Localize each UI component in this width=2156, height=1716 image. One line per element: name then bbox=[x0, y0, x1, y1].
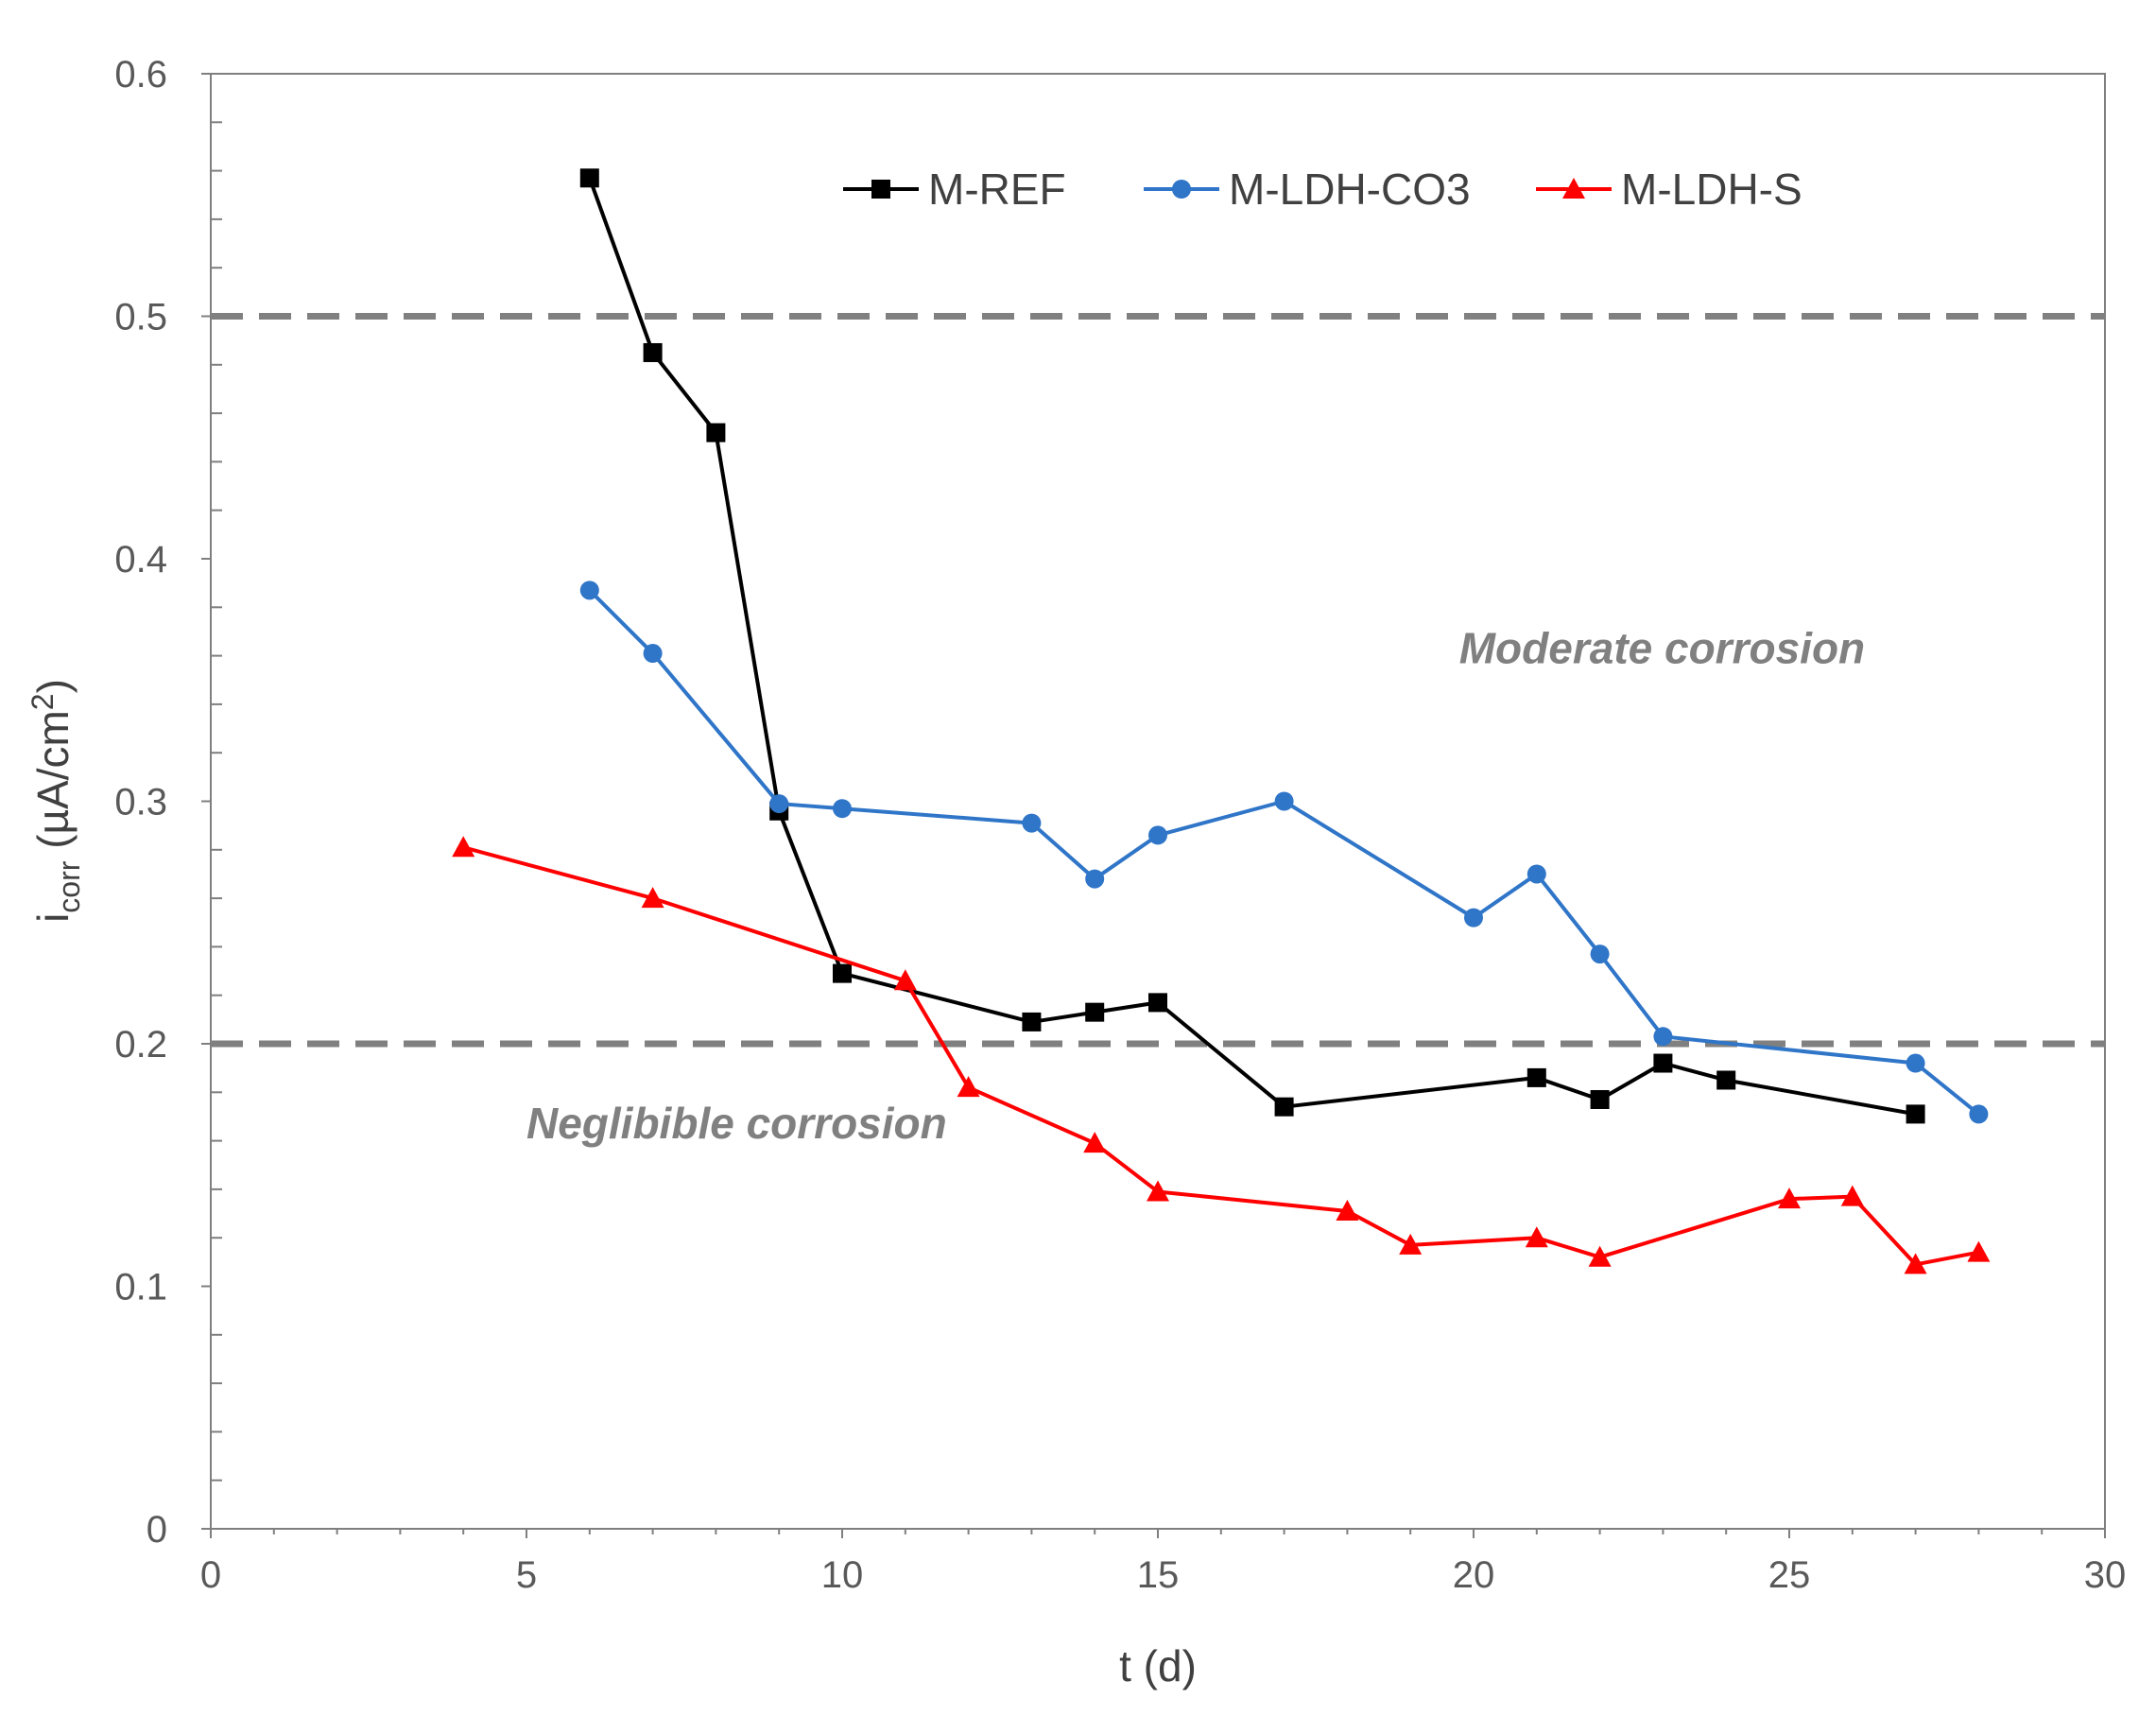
y-axis-title-unit: (µA/cm bbox=[28, 710, 78, 860]
data-point-m-ldh-co3 bbox=[1590, 945, 1610, 964]
data-point-m-ldh-co3 bbox=[579, 581, 599, 600]
data-point-m-ref bbox=[1653, 1053, 1673, 1073]
data-point-m-ref bbox=[706, 423, 726, 442]
data-point-m-ldh-co3 bbox=[769, 794, 789, 814]
data-point-m-ldh-s bbox=[452, 836, 475, 858]
y-tick-label: 0.4 bbox=[114, 539, 167, 581]
y-axis-title-subscript: corr bbox=[52, 860, 86, 912]
data-point-m-ref bbox=[1274, 1097, 1294, 1117]
data-point-m-ldh-s bbox=[893, 969, 917, 991]
y-axis-title: icorr (µA/cm2) bbox=[26, 679, 86, 923]
data-point-m-ldh-co3 bbox=[1653, 1027, 1673, 1047]
legend-label-m-ref: M-REF bbox=[928, 165, 1066, 214]
data-point-m-ldh-s bbox=[1147, 1180, 1169, 1202]
y-axis-title-close: ) bbox=[28, 679, 78, 693]
x-tick-label: 25 bbox=[1768, 1554, 1811, 1596]
data-point-m-ldh-s bbox=[1588, 1245, 1612, 1267]
data-point-m-ldh-s bbox=[1336, 1199, 1359, 1221]
data-point-m-ldh-co3 bbox=[833, 799, 852, 819]
data-point-m-ref bbox=[579, 168, 599, 188]
legend: M-REF M-LDH-CO3 M-LDH-S bbox=[843, 165, 1802, 214]
legend-label-m-ldh-s: M-LDH-S bbox=[1621, 165, 1802, 214]
data-point-m-ref bbox=[1022, 1012, 1042, 1031]
series-line-m-ref bbox=[587, 177, 1916, 1117]
y-tick-label: 0.3 bbox=[114, 782, 167, 823]
data-point-m-ref bbox=[643, 342, 663, 362]
data-point-m-ldh-s bbox=[1525, 1226, 1548, 1248]
data-point-m-ldh-co3 bbox=[1526, 864, 1546, 884]
data-point-m-ldh-s bbox=[1399, 1233, 1423, 1255]
data-point-m-ldh-s bbox=[641, 887, 664, 909]
series-lines bbox=[452, 168, 1991, 1274]
negligible-corrosion-label: Neglibible corrosion bbox=[526, 1099, 947, 1148]
data-point-m-ldh-co3 bbox=[1085, 869, 1105, 889]
y-axis-title-superscript: 2 bbox=[26, 693, 60, 710]
data-point-m-ldh-co3 bbox=[1906, 1053, 1925, 1073]
x-tick-label: 20 bbox=[1453, 1554, 1495, 1596]
zone-annotations: Moderate corrosion Neglibible corrosion bbox=[526, 623, 1865, 1148]
y-tick-label: 0.1 bbox=[114, 1267, 167, 1309]
data-point-m-ldh-s bbox=[1083, 1132, 1107, 1153]
x-tick-label: 30 bbox=[2084, 1554, 2127, 1596]
data-point-m-ldh-s bbox=[1904, 1253, 1927, 1274]
series-line-m-ldh-s bbox=[462, 845, 1979, 1267]
legend-marker-m-ldh-s bbox=[1562, 178, 1585, 199]
data-point-m-ldh-co3 bbox=[1464, 908, 1483, 927]
data-point-m-ldh-s bbox=[1967, 1240, 1991, 1262]
data-point-m-ref bbox=[1906, 1104, 1925, 1124]
data-point-m-ldh-co3 bbox=[1274, 791, 1294, 811]
moderate-corrosion-label: Moderate corrosion bbox=[1459, 623, 1865, 672]
x-tick-label: 15 bbox=[1137, 1554, 1180, 1596]
x-tick-label: 5 bbox=[516, 1554, 537, 1596]
data-point-m-ref bbox=[1148, 993, 1167, 1013]
y-tick-label: 0.2 bbox=[114, 1024, 167, 1066]
data-point-m-ldh-co3 bbox=[1969, 1104, 1989, 1124]
legend-marker-m-ref bbox=[871, 180, 890, 199]
data-point-m-ref bbox=[1085, 1002, 1105, 1022]
x-tick-label: 0 bbox=[200, 1554, 221, 1596]
data-point-m-ldh-co3 bbox=[643, 644, 663, 664]
y-tick-label: 0 bbox=[147, 1509, 167, 1551]
threshold-lines bbox=[211, 313, 2105, 1048]
data-point-m-ldh-s bbox=[957, 1076, 980, 1098]
y-axis: 0 0.1 0.2 0.3 0.4 0.5 0.6 bbox=[114, 54, 222, 1551]
legend-label-m-ldh-co3: M-LDH-CO3 bbox=[1229, 165, 1471, 214]
data-point-m-ldh-co3 bbox=[1148, 825, 1167, 845]
series-line-m-ldh-co3 bbox=[588, 588, 1980, 1116]
data-point-m-ldh-co3 bbox=[1022, 813, 1042, 833]
data-point-m-ldh-s bbox=[1840, 1185, 1864, 1206]
y-axis-title-base: i bbox=[28, 913, 78, 923]
data-point-m-ldh-s bbox=[1778, 1187, 1801, 1209]
data-point-m-ref bbox=[1590, 1089, 1610, 1109]
x-axis-title: t (d) bbox=[1119, 1641, 1197, 1690]
data-point-m-ref bbox=[1716, 1070, 1736, 1090]
y-tick-label: 0.5 bbox=[114, 297, 167, 338]
data-point-m-ref bbox=[1526, 1067, 1546, 1087]
y-tick-label: 0.6 bbox=[114, 54, 167, 95]
data-point-m-ref bbox=[833, 963, 852, 983]
x-axis: 0 5 10 15 20 25 30 bbox=[200, 1529, 2126, 1596]
legend-marker-m-ldh-co3 bbox=[1172, 180, 1191, 199]
x-tick-label: 10 bbox=[821, 1554, 864, 1596]
